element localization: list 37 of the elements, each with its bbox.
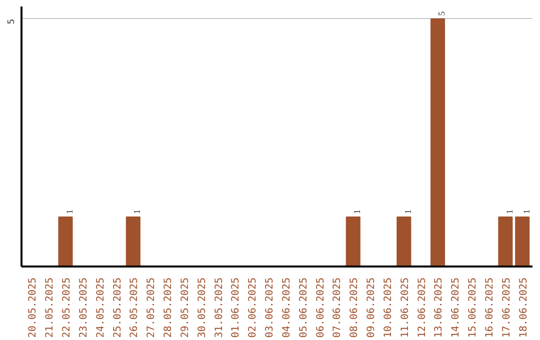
- x-tick-label: 30.05.2025: [196, 277, 208, 338]
- x-tick-label: 04.06.2025: [281, 277, 292, 338]
- x-tick-label: 22.05.2025: [61, 277, 72, 338]
- x-tick-label: 10.06.2025: [382, 277, 394, 338]
- x-tick-label: 13.06.2025: [434, 277, 445, 338]
- x-tick-label: 18.06.2025: [518, 277, 530, 338]
- x-tick-label: 12.06.2025: [416, 277, 428, 338]
- x-tick-label: 17.06.2025: [501, 277, 512, 338]
- x-tick-label: 11.06.2025: [400, 277, 411, 338]
- data-label: 1: [402, 209, 413, 214]
- x-tick-label: 15.06.2025: [468, 277, 479, 338]
- x-tick-label: 16.06.2025: [484, 277, 496, 338]
- x-tick-label: 02.06.2025: [248, 277, 259, 338]
- data-label: 1: [64, 209, 74, 214]
- x-tick-label: 05.06.2025: [298, 277, 310, 338]
- data-label: 1: [521, 209, 532, 214]
- x-tick-label: 28.05.2025: [163, 277, 174, 338]
- x-tick-label: 07.06.2025: [332, 277, 344, 338]
- x-tick-label: 23.05.2025: [78, 277, 90, 338]
- x-tick-label: 01.06.2025: [230, 277, 242, 338]
- x-tick-label: 29.05.2025: [180, 277, 191, 338]
- x-tick-label: 08.06.2025: [349, 277, 360, 338]
- x-tick-label: 31.05.2025: [214, 277, 225, 338]
- x-tick-label: 26.05.2025: [129, 277, 140, 338]
- x-tick-label: 03.06.2025: [264, 277, 276, 338]
- x-tick-label: 21.05.2025: [44, 277, 56, 338]
- x-tick-label: 06.06.2025: [315, 277, 326, 338]
- data-label: 1: [132, 209, 142, 214]
- x-tick-label: 14.06.2025: [450, 277, 462, 338]
- data-label: 1: [504, 209, 514, 214]
- x-tick-label: 20.05.2025: [28, 277, 39, 338]
- data-label: 1: [352, 209, 362, 214]
- x-tick-label: 25.05.2025: [112, 277, 124, 338]
- x-tick-label: 24.05.2025: [95, 277, 106, 338]
- x-tick-label: 27.05.2025: [146, 277, 158, 338]
- x-tick-label: 09.06.2025: [366, 277, 378, 338]
- data-label: 5: [436, 10, 447, 16]
